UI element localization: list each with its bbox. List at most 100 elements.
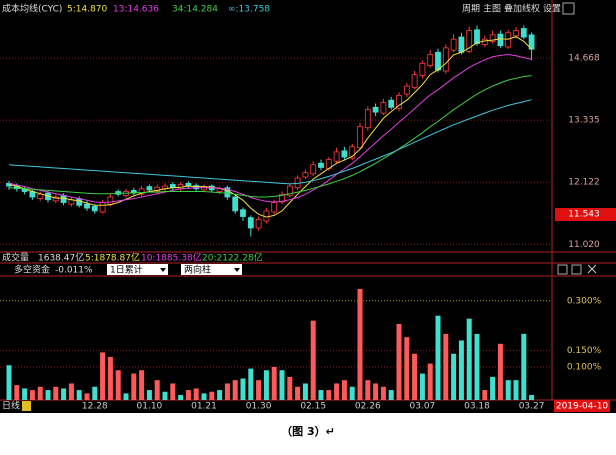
bar [185, 390, 191, 400]
candle-body [154, 186, 161, 192]
bar [302, 383, 308, 400]
ma-line [8, 36, 532, 218]
indicator-value: -0.011% [55, 266, 93, 276]
candle-body [364, 109, 371, 129]
candle-body [37, 193, 44, 200]
bar [419, 373, 425, 400]
candle-body [130, 190, 137, 194]
bar [248, 368, 254, 400]
bar [6, 365, 12, 400]
bar [326, 390, 332, 400]
bar [263, 370, 269, 400]
toolbar-item[interactable]: 设置 [543, 4, 561, 15]
bar [521, 333, 527, 400]
candle-body [357, 126, 363, 149]
close-button[interactable] [587, 264, 597, 274]
candle-body [240, 209, 246, 217]
y-tick-label: 0.100% [567, 362, 602, 372]
dropdown[interactable] [107, 264, 168, 275]
volume-ma: 20:2122.28亿 [202, 252, 263, 264]
bar [287, 376, 293, 400]
legend-entry: 34:14.284 [172, 5, 218, 15]
bar [482, 390, 488, 400]
x-tick-label: 01.10 [137, 402, 163, 412]
candle-body [442, 47, 449, 72]
bar [146, 390, 152, 400]
candle-body [333, 151, 340, 162]
bar [162, 391, 168, 400]
bar [443, 333, 449, 400]
bar [458, 340, 464, 400]
bar [224, 383, 230, 400]
bar [505, 380, 511, 400]
dropdown[interactable] [181, 264, 242, 275]
last-price-box [555, 208, 616, 221]
bar [295, 386, 301, 400]
bar [451, 353, 457, 400]
candle-body [310, 164, 317, 175]
bar [14, 385, 20, 400]
candle-body [146, 186, 153, 191]
y-tick-label: 11.020 [568, 240, 600, 250]
bar [193, 388, 199, 400]
bar [310, 320, 316, 400]
volume-ma: 10:1885.38亿 [141, 252, 202, 264]
panel-button[interactable] [557, 264, 568, 275]
x-tick-label: 03.18 [464, 402, 490, 412]
bar [115, 370, 121, 400]
bar [529, 395, 535, 400]
bar [37, 386, 43, 400]
dropdown-arrow [234, 268, 240, 272]
date-label: 2019-04-10 [556, 402, 609, 412]
bar [279, 370, 285, 400]
candle-body [76, 198, 83, 206]
candle-body [91, 206, 98, 212]
bar [396, 323, 402, 400]
bar [201, 393, 207, 400]
toolbar-item[interactable]: 主图 [483, 3, 501, 15]
bar [357, 288, 363, 400]
caption: （图 3）↵ [281, 425, 335, 438]
candle-body [52, 196, 59, 202]
dropdown-text[interactable]: 1日累计 [110, 264, 143, 276]
legend-entry: 5:14.870 [67, 5, 108, 15]
bar [404, 337, 410, 400]
bar [373, 383, 379, 400]
candle-body [427, 54, 434, 66]
bar [68, 383, 74, 400]
bar [53, 386, 59, 400]
bar [92, 386, 98, 400]
toolbar-item[interactable]: 叠加线 [504, 3, 531, 15]
x-tick-label: 12.28 [82, 402, 108, 412]
bar [388, 390, 394, 400]
period-icon[interactable] [22, 401, 31, 411]
dropdown-text[interactable]: 两向柱 [184, 264, 211, 276]
bar [466, 318, 472, 400]
date-box [554, 400, 610, 412]
y-tick-label: 0.300% [567, 296, 602, 306]
candle-body [513, 30, 519, 37]
panel-button[interactable] [571, 264, 582, 275]
dropdown-arrow [160, 268, 166, 272]
candle-body [318, 162, 324, 168]
y-tick-label: 13.335 [568, 116, 600, 126]
candle-body [419, 62, 426, 76]
x-tick-label: 02.15 [300, 402, 326, 412]
bar [341, 380, 347, 400]
legend-entry: 13:14.636 [113, 5, 159, 15]
ma-line [8, 75, 532, 198]
candle-body [138, 188, 145, 195]
candle-body [302, 172, 309, 178]
bar [497, 343, 503, 400]
bar [232, 380, 238, 400]
bar [240, 378, 246, 400]
candle-body [466, 30, 473, 52]
candle-body [271, 202, 278, 213]
candle-body [247, 217, 254, 229]
bar [170, 383, 176, 400]
toolbar-item[interactable]: 周期 [462, 4, 480, 15]
collapse-button[interactable] [562, 2, 575, 15]
period-label[interactable]: 日线 [2, 400, 20, 412]
toolbar-item[interactable]: 权 [531, 3, 540, 15]
